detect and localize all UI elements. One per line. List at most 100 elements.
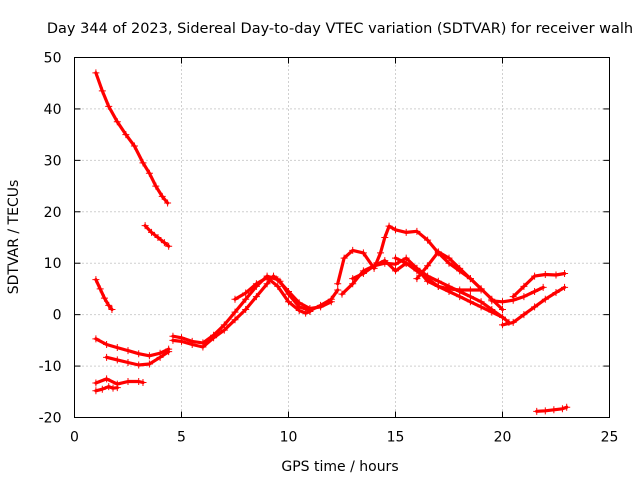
data-point [466,275,474,283]
data-point [158,192,166,200]
data-point [105,102,113,110]
data-point [92,387,100,395]
data-point [124,378,132,385]
y-tick-label: 10 [44,256,62,272]
data-point [499,298,506,306]
data-point [424,262,432,270]
data-point [509,318,517,326]
data-point [456,286,464,294]
data-point [402,259,410,267]
data-point [456,293,464,301]
data-point [434,248,442,256]
data-point [135,350,143,358]
data-point [122,131,130,139]
data-point [531,303,539,311]
data-point [424,236,432,244]
y-tick-label: 0 [53,308,62,324]
data-point [295,299,303,307]
data-point [539,283,547,291]
series-track-5 [103,348,173,369]
data-point [340,254,348,262]
data-point [334,286,342,294]
data-point [338,290,346,298]
data-point [103,340,111,348]
data-point [552,289,560,297]
series-line [336,224,483,291]
data-point [488,297,496,305]
data-point [156,353,164,361]
data-point [145,169,153,177]
data-point [531,272,539,280]
data-point [113,384,121,392]
data-point [169,332,177,340]
data-point [434,282,442,290]
data-point [561,283,569,291]
data-point [188,337,196,345]
data-point [413,227,421,235]
data-point [231,308,239,316]
data-point [558,405,566,413]
data-point [477,303,485,311]
series-track-17 [488,283,547,306]
data-point [96,285,104,293]
data-point [92,379,100,387]
data-point [499,313,506,321]
data-point [98,87,106,95]
data-point [413,275,421,283]
data-point [108,306,116,313]
chart-title: Day 344 of 2023, Sidereal Day-to-day VTE… [47,21,633,37]
data-point [550,406,558,414]
data-point [295,307,303,315]
data-point [392,267,399,275]
data-point [274,282,282,290]
data-point [445,254,453,262]
data-point [103,353,111,361]
series-track-19 [533,403,571,415]
data-point [445,285,453,293]
y-tick-label: 50 [44,51,62,67]
data-point [178,334,185,342]
y-tick-label: -10 [39,359,62,375]
series-track-6 [92,375,147,388]
data-point [377,249,385,257]
series-track-9 [169,272,335,347]
series-layer [92,69,571,415]
y-tick-label: 20 [44,205,62,221]
series-track-16 [499,283,569,329]
data-point [252,280,260,288]
series-track-15 [392,254,485,294]
data-point [466,298,474,306]
data-point [349,275,357,283]
data-point [92,276,100,284]
data-point [135,361,143,369]
data-point [274,276,282,284]
data-point [252,293,260,301]
series-track-11 [334,222,485,293]
x-axis-label: GPS time / hours [281,459,398,475]
data-point [392,226,399,234]
data-point [306,308,314,316]
data-point [231,295,239,303]
data-point [552,271,560,279]
data-point [100,294,108,302]
data-point [103,375,111,383]
data-point [154,234,162,241]
data-point [113,118,121,126]
y-tick-label: 30 [44,153,62,169]
data-point [199,339,207,347]
x-tick-label: 10 [280,430,298,446]
grid-layer [74,57,610,418]
data-point [317,303,325,311]
data-point [520,293,528,301]
series-track-10 [231,274,314,317]
data-point [285,288,292,295]
x-tick-label: 15 [387,430,405,446]
data-point [334,280,342,288]
data-point [285,298,292,306]
data-point [145,352,153,360]
data-point [242,289,250,297]
data-point [424,275,432,283]
data-point [327,298,335,306]
data-point [477,286,485,294]
data-point [152,182,160,190]
